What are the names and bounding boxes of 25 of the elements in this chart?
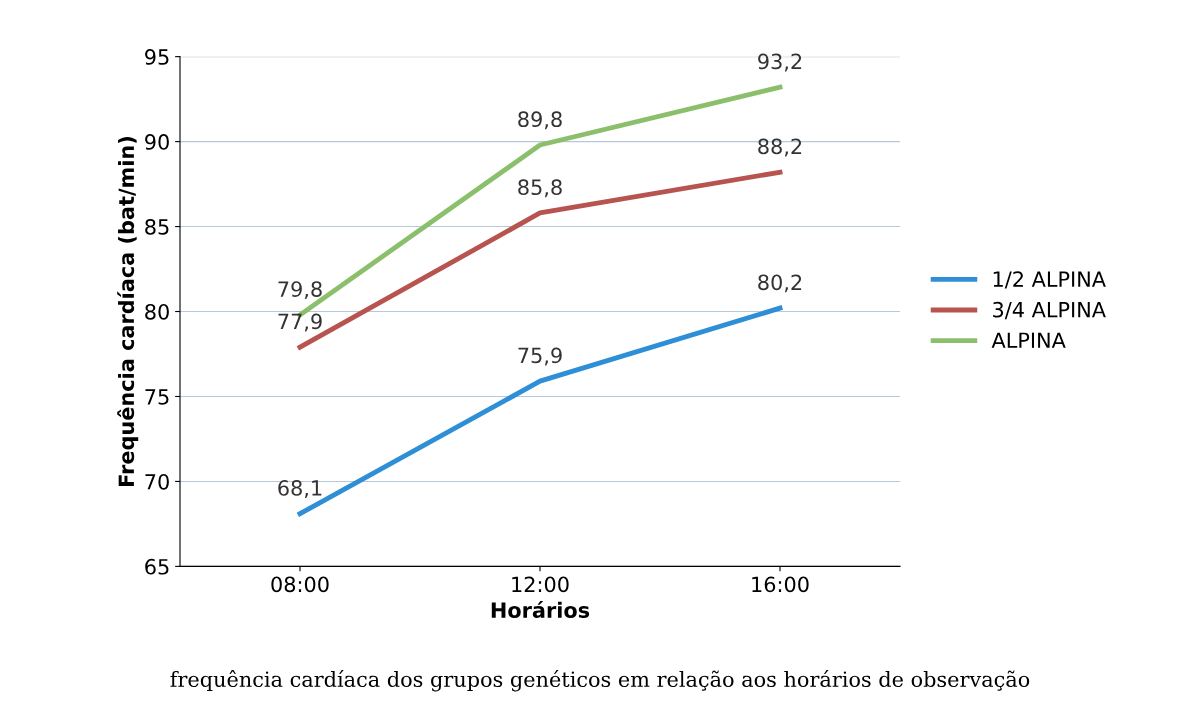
data-label: 89,8	[518, 111, 562, 130]
data-label: 80,2	[758, 274, 802, 293]
legend-label: 1/2 ALPINA	[993, 271, 1106, 289]
legend-label: ALPINA	[991, 332, 1066, 348]
y-tick-label: 80	[145, 303, 169, 320]
x-tick-label: 12:00	[512, 576, 569, 593]
y-tick-label: 70	[145, 473, 169, 490]
x-tick-label: 08:00	[271, 576, 329, 593]
data-label: 77,9	[278, 313, 322, 332]
data-label: 88,2	[758, 138, 802, 157]
y-tick-label: 90	[145, 134, 169, 150]
y-tick-label: 95	[145, 49, 169, 65]
legend-label: 3/4 ALPINA	[993, 301, 1106, 320]
x-axis-title: Horários	[491, 601, 590, 618]
data-label: 93,2	[758, 53, 802, 72]
y-axis-title: Frequência cardíaca (bat/min)	[117, 137, 139, 486]
x-tick-label: 16:00	[752, 576, 809, 593]
data-label: 75,9	[518, 347, 562, 366]
y-tick-label: 65	[145, 558, 169, 575]
y-tick-label: 85	[145, 219, 169, 235]
data-label: 79,8	[278, 281, 322, 300]
text: frequência cardíaca dos grupos genéticos em relação aos horários de observação	[170, 670, 1030, 692]
y-tick-label: 75	[145, 389, 169, 405]
data-label: 68,1	[278, 480, 322, 498]
data-label: 85,8	[518, 179, 562, 198]
